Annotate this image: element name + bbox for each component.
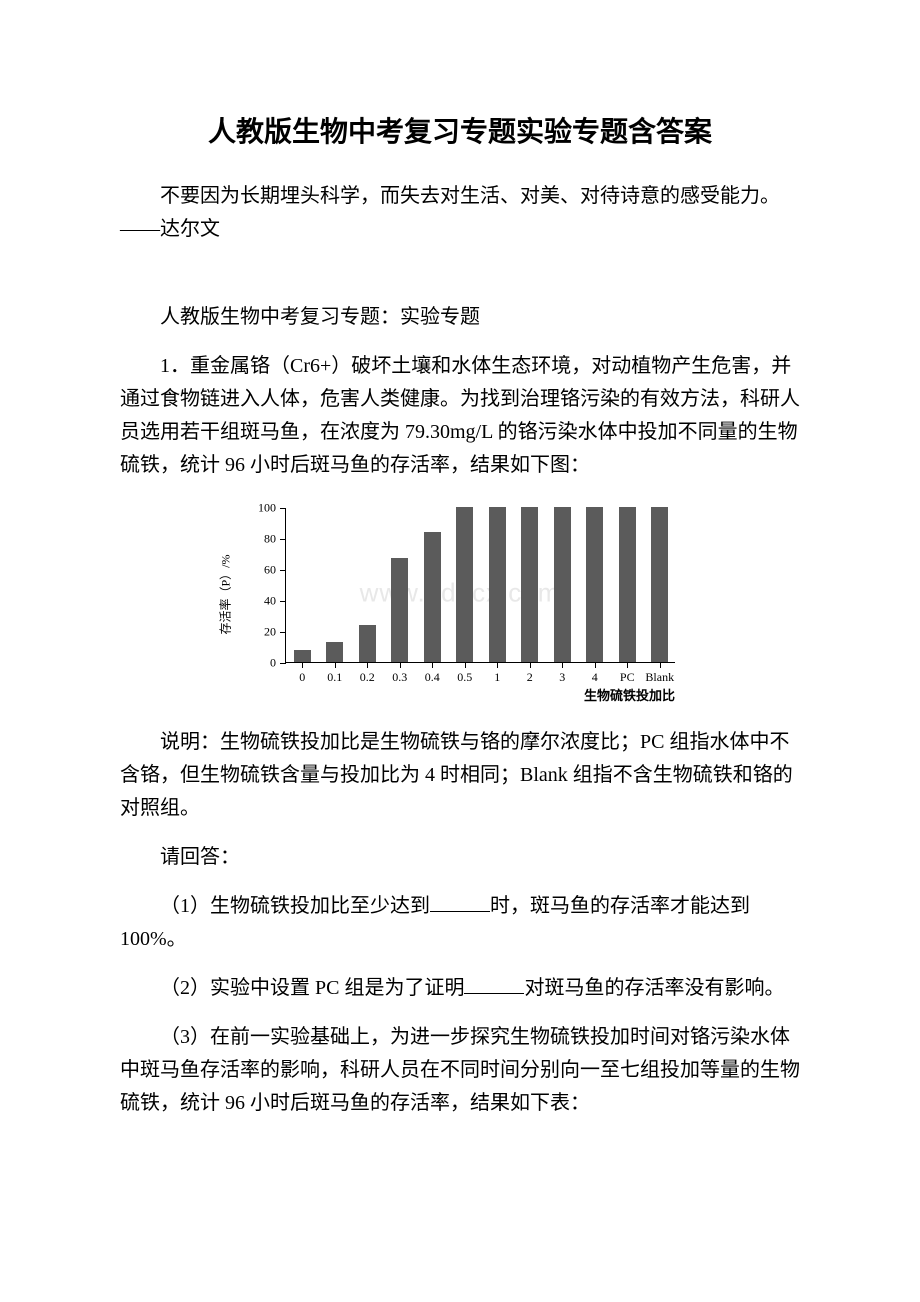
x-tick (302, 663, 303, 668)
x-tick-label: 0.4 (425, 670, 440, 685)
x-tick (562, 663, 563, 668)
chart-explanation: 说明：生物硫铁投加比是生物硫铁与铬的摩尔浓度比；PC 组指水体中不含铬，但生物硫… (120, 726, 800, 825)
y-tick-label: 80 (254, 532, 276, 547)
y-tick (280, 632, 286, 633)
page-title: 人教版生物中考复习专题实验专题含答案 (120, 110, 800, 150)
x-tick-label: 0.2 (360, 670, 375, 685)
answer-prompt: 请回答： (120, 841, 800, 874)
x-tick (335, 663, 336, 668)
x-tick (660, 663, 661, 668)
bar (424, 532, 441, 662)
bar (489, 507, 506, 662)
bar (391, 558, 408, 662)
y-tick (280, 663, 286, 664)
x-tick (400, 663, 401, 668)
x-tick-label: 0 (299, 670, 305, 685)
question-1: （1）生物硫铁投加比至少达到时，斑马鱼的存活率才能达到 100%。 (120, 890, 800, 956)
y-tick (280, 508, 286, 509)
y-tick (280, 601, 286, 602)
x-axis-label: 生物硫铁投加比 (584, 685, 675, 704)
bar (359, 625, 376, 662)
bar (586, 507, 603, 662)
y-tick (280, 570, 286, 571)
y-tick (280, 539, 286, 540)
x-tick-label: 3 (559, 670, 565, 685)
bar (554, 507, 571, 662)
section-header: 人教版生物中考复习专题：实验专题 (120, 301, 800, 334)
y-tick-label: 20 (254, 625, 276, 640)
y-tick-label: 0 (254, 656, 276, 671)
x-tick-label: 0.3 (392, 670, 407, 685)
y-tick-label: 40 (254, 594, 276, 609)
x-tick-label: 2 (527, 670, 533, 685)
x-tick-label: 0.1 (327, 670, 342, 685)
x-tick-label: 4 (592, 670, 598, 685)
blank-2 (464, 993, 524, 994)
bar (619, 507, 636, 662)
y-axis-label: 存活率（P）/% (217, 555, 234, 635)
bar (456, 507, 473, 662)
x-tick (530, 663, 531, 668)
y-tick-label: 100 (254, 501, 276, 516)
bar (521, 507, 538, 662)
bar (326, 642, 343, 662)
x-tick-label: Blank (645, 670, 674, 685)
question-2: （2）实验中设置 PC 组是为了证明 对斑马鱼的存活率没有影响。 (120, 972, 800, 1005)
q1-part-a: （1）生物硫铁投加比至少达到 (160, 895, 430, 917)
x-tick-label: PC (620, 670, 635, 685)
question-intro: 1．重金属铬（Cr6+）破坏土壤和水体生态环境，对动植物产生危害，并通过食物链进… (120, 350, 800, 482)
x-tick-label: 1 (494, 670, 500, 685)
bar-chart: www.bdocx.com 存活率（P）/% 02040608010000.10… (235, 498, 685, 708)
y-tick-label: 60 (254, 563, 276, 578)
x-tick (497, 663, 498, 668)
x-tick-label: 0.5 (457, 670, 472, 685)
quote-text: 不要因为长期埋头科学，而失去对生活、对美、对待诗意的感受能力。——达尔文 (120, 180, 800, 246)
blank-1 (430, 911, 490, 912)
bar (294, 650, 311, 662)
q2-part-b: 对斑马鱼的存活率没有影响。 (524, 977, 784, 999)
plot-area: 02040608010000.10.20.30.40.51234PCBlank (285, 508, 675, 663)
question-3: （3）在前一实验基础上，为进一步探究生物硫铁投加时间对铬污染水体中斑马鱼存活率的… (120, 1021, 800, 1120)
x-tick (595, 663, 596, 668)
x-tick (432, 663, 433, 668)
x-tick (627, 663, 628, 668)
q2-part-a: （2）实验中设置 PC 组是为了证明 (160, 977, 464, 999)
x-tick (367, 663, 368, 668)
bar (651, 507, 668, 662)
x-tick (465, 663, 466, 668)
